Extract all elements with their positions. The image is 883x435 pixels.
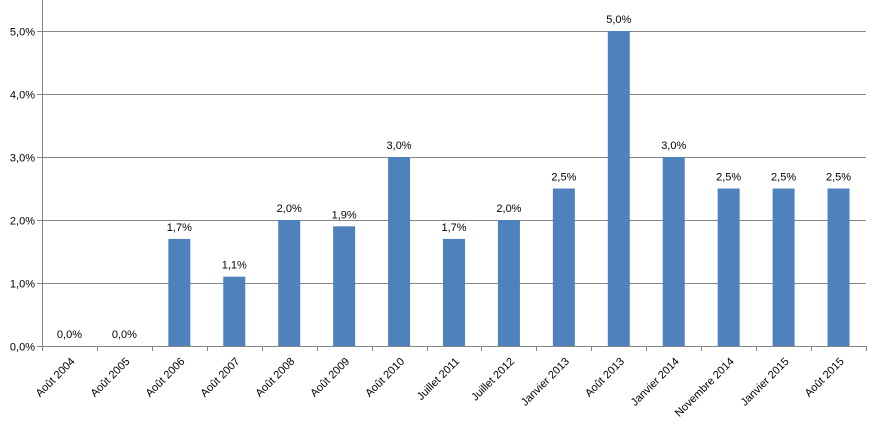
data-label: 3,0%	[661, 140, 686, 152]
data-label: 3,0%	[387, 140, 412, 152]
data-label: 2,5%	[716, 172, 741, 184]
x-tick-label: Août 2010	[363, 356, 407, 400]
x-tick-label: Août 2015	[803, 356, 847, 400]
y-tick-label: 3,0%	[10, 153, 35, 165]
data-label: 5,0%	[606, 14, 631, 26]
x-tick-label: Juillet 2011	[415, 356, 462, 403]
data-label: 1,1%	[222, 260, 247, 272]
data-label: 0,0%	[57, 329, 82, 341]
data-label: 2,5%	[826, 172, 851, 184]
data-label: 2,5%	[771, 172, 796, 184]
data-label: 2,5%	[551, 172, 576, 184]
data-label: 1,7%	[167, 222, 192, 234]
bar	[552, 188, 575, 346]
data-label: 0,0%	[112, 329, 137, 341]
bar	[497, 220, 520, 346]
x-tick-label: Août 2013	[583, 356, 627, 400]
data-label: 2,0%	[277, 203, 302, 215]
y-tick-label: 4,0%	[10, 90, 35, 102]
x-tick-label: Août 2005	[89, 356, 133, 400]
y-tick-label: 0,0%	[10, 342, 35, 354]
data-label: 2,0%	[496, 203, 521, 215]
x-tick-label: Janvier 2015	[739, 356, 792, 409]
bar	[717, 188, 740, 346]
x-tick-label: Août 2008	[253, 356, 297, 400]
bar	[223, 276, 246, 346]
bar	[607, 31, 630, 346]
bar	[443, 238, 465, 346]
y-tick-label: 1,0%	[10, 279, 35, 291]
bar	[333, 226, 356, 346]
x-tick-label: Août 2007	[198, 356, 242, 400]
x-tick-label: Janvier 2013	[519, 356, 572, 409]
x-tick-label: Novembre 2014	[673, 356, 737, 420]
x-tick-label: Août 2009	[308, 356, 352, 400]
x-tick-label: Janvier 2014	[629, 356, 682, 409]
bar	[168, 238, 191, 346]
y-tick-label: 2,0%	[10, 216, 35, 228]
bar	[772, 188, 795, 346]
y-tick-label: 5,0%	[10, 27, 35, 39]
bar	[388, 157, 411, 346]
bar	[827, 188, 850, 346]
x-tick-label: Août 2004	[34, 356, 78, 400]
data-label: 1,9%	[332, 209, 357, 221]
x-tick-label: Août 2006	[144, 356, 188, 400]
bar	[662, 157, 685, 346]
data-label: 1,7%	[441, 222, 466, 234]
x-tick-label: Juillet 2012	[469, 356, 517, 404]
bar	[278, 220, 301, 346]
